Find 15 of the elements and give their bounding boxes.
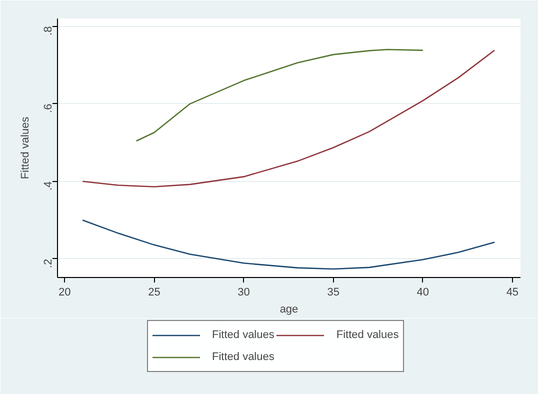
y-tick-label: .6 bbox=[42, 104, 54, 113]
y-tick-label: .8 bbox=[42, 26, 54, 36]
y-tick-label: .4 bbox=[42, 181, 54, 191]
legend-label: Fitted values bbox=[336, 329, 399, 341]
legend-label: Fitted values bbox=[212, 351, 274, 363]
x-tick-label: 40 bbox=[416, 286, 430, 298]
x-tick-label: 20 bbox=[58, 286, 71, 298]
legend-label: Fitted values bbox=[212, 329, 274, 341]
x-tick-label: 45 bbox=[506, 286, 519, 298]
x-tick-label: 35 bbox=[327, 286, 340, 298]
x-tick-label: 30 bbox=[238, 286, 250, 298]
x-axis-title: age bbox=[280, 304, 298, 316]
y-tick-label: .2 bbox=[42, 258, 54, 268]
x-tick-label: 25 bbox=[148, 286, 160, 298]
y-axis-title: Fitted values bbox=[20, 116, 32, 180]
